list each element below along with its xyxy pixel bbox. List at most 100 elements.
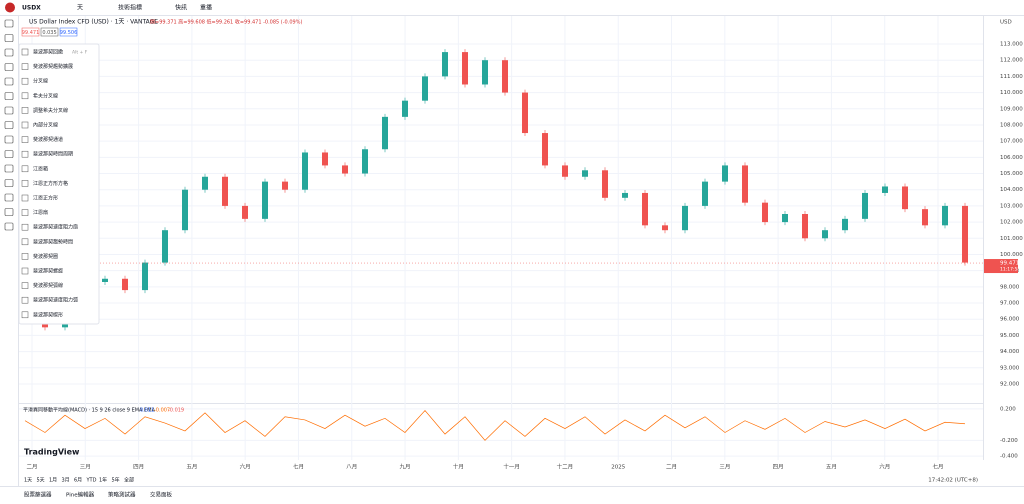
menu-item[interactable]: 斐波那契螺旋 [33,268,63,275]
x-tick-label: 三月 [80,464,91,471]
toolbar-item[interactable]: 快訊 [175,4,187,12]
x-tick-label: 六月 [240,463,251,471]
candle [622,192,628,198]
tool-icon[interactable] [4,19,14,28]
candle [682,205,688,231]
menu-item[interactable]: 斐波那契回撤 [33,49,63,56]
x-tick-label: 二月 [26,464,37,471]
candle [362,149,368,174]
tool-icon[interactable] [4,222,14,231]
range-button[interactable]: 全部 [124,477,134,484]
menu-icon [21,180,29,187]
tool-icon[interactable] [4,63,14,71]
menu-item[interactable]: 內部分叉線 [33,122,58,129]
candle [722,165,728,182]
menu-item[interactable]: 江恩正方形方格 [33,180,68,187]
y-tick-label: 96.000 [1000,317,1020,323]
range-button[interactable]: 1年 [99,477,107,484]
candle [162,230,168,263]
y-tick-label: 93.000 [1000,365,1020,371]
countdown: 11:17:58 [1000,267,1020,273]
y-tick-label: 111.000 [1000,74,1023,80]
bottom-tab[interactable]: Pine編輯器 [66,491,95,499]
y-tick-label: 94.000 [1000,349,1020,355]
interval[interactable]: 天 [77,5,83,12]
range-button[interactable]: 1天 [24,478,32,484]
tool-icon[interactable] [4,150,14,158]
menu-item[interactable]: 斐波那契速度阻力扇 [33,224,78,231]
symbol[interactable]: USDX [22,5,41,12]
y-tick-label: 113.000 [1000,42,1023,48]
menu-item[interactable]: 斐波那契速度阻力弧 [33,297,78,304]
bottom-tab[interactable]: 策略測試器 [108,491,136,499]
menu-item[interactable]: 斐波那契趨勢擴展 [33,63,73,70]
tool-icon[interactable] [4,48,14,57]
price-box-value: 0.035 [42,30,56,36]
y-tick-label: 92.000 [1000,382,1020,388]
menu-item[interactable]: 江恩扇 [33,209,48,216]
y-tick-label: 108.000 [1000,122,1023,128]
menu-item[interactable]: 斐波那契通道 [33,136,63,143]
candle [902,186,908,210]
range-button[interactable]: 1月 [49,478,57,484]
candle [922,209,928,226]
menu-icon [21,92,29,100]
toolbar-item[interactable]: 技術指標 [118,4,142,12]
tool-icon[interactable] [4,106,14,115]
range-button[interactable]: YTD [86,478,97,484]
top-bar [0,0,1024,15]
menu-item[interactable]: 調整希夫分叉線 [33,107,68,114]
x-tick-label: 五月 [186,464,197,471]
macd-reading: 0.011 [140,408,154,414]
bottom-tab[interactable]: 交易面板 [150,491,173,499]
candle [662,225,668,231]
menu-item[interactable]: 江恩正方形 [33,195,58,202]
tool-icon[interactable] [4,121,14,129]
candle [802,214,808,239]
candle [702,181,708,206]
candle [302,152,308,190]
tool-icon[interactable] [4,208,14,216]
tool-icon[interactable] [4,164,14,173]
menu-item[interactable]: 斐波那契楔形 [33,311,63,318]
candle [942,205,948,226]
candle [502,60,508,93]
candle [582,170,588,177]
tool-icon[interactable] [4,92,14,100]
y-tick-label: 112.000 [1000,58,1023,64]
y-tick-label: 98.000 [1000,284,1020,290]
menu-item[interactable]: 江恩箱 [33,165,48,172]
tool-icon[interactable] [4,34,14,42]
y-tick-label: 101.000 [1000,236,1023,242]
candle [102,278,108,282]
x-tick-label: 四月 [773,464,784,471]
candle [602,170,608,198]
menu-item[interactable]: 斐波那契趨勢時間 [33,238,73,245]
tool-icon[interactable] [4,179,14,187]
toolbar-item[interactable]: 重播 [200,4,212,12]
x-tick-label: 七月 [293,463,304,471]
menu-item[interactable]: 斐波那契圈 [33,253,58,260]
bottom-tab[interactable]: 股票篩選器 [24,491,52,499]
tool-icon[interactable] [4,77,14,86]
x-tick-label: 九月 [400,463,411,471]
range-button[interactable]: 5年 [112,477,120,484]
menu-item[interactable]: 希夫分叉線 [33,92,58,99]
clock: 17:42:02 (UTC+8) [928,478,978,484]
candle [522,92,528,134]
range-button[interactable]: 3月 [62,478,70,484]
candle [402,100,408,117]
avatar[interactable] [5,2,15,13]
tool-icon[interactable] [4,193,14,202]
menu-icon [21,296,29,304]
tool-icon[interactable] [4,135,14,144]
range-button[interactable]: 6月 [74,478,82,484]
menu-item[interactable]: 分叉線 [33,78,48,85]
menu-item[interactable]: 斐波那契弧線 [33,282,63,289]
menu-icon [21,63,29,70]
menu-icon [21,136,29,143]
x-tick-label: 十二月 [557,463,574,471]
menu-item[interactable]: 斐波那契時間周期 [33,151,73,158]
range-button[interactable]: 5天 [37,478,45,484]
menu-icon [21,238,29,246]
